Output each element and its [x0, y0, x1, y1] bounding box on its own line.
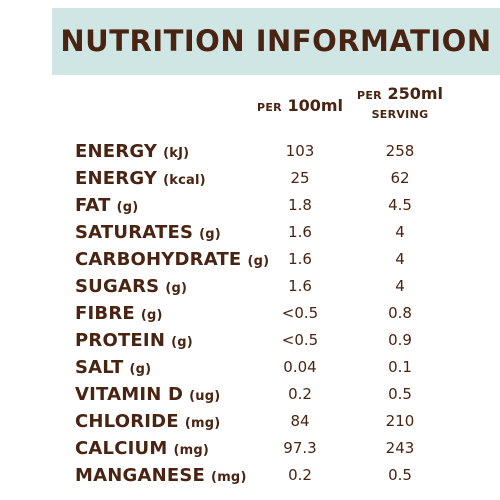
column-amount: 100ml	[287, 96, 344, 115]
nutrient-name: SATURATES	[75, 222, 194, 243]
nutrient-name: SUGARS	[75, 276, 160, 297]
value-per-serving: 4	[395, 250, 405, 268]
value-per-100ml: 1.8	[288, 196, 312, 214]
nutrient-row: VITAMIN D (ug) 0.2 0.5	[0, 381, 500, 408]
value-per-serving: 210	[385, 412, 415, 430]
nutrient-name: FAT	[75, 195, 111, 216]
nutrient-row: CHLORIDE (mg) 84 210	[0, 408, 500, 435]
nutrient-label: CARBOHYDRATE (g)	[75, 246, 269, 275]
nutrient-name: VITAMIN D	[75, 384, 184, 405]
nutrient-unit: (g)	[171, 335, 193, 350]
title-band	[52, 8, 500, 75]
value-per-100ml: 0.2	[288, 466, 312, 484]
nutrient-row: FAT (g) 1.8 4.5	[0, 192, 500, 219]
value-per-serving: 0.5	[388, 385, 412, 403]
nutrition-table: ENERGY (kJ) 103 258 ENERGY (kcal) 25 62 FAT (g) 1.…	[0, 138, 500, 489]
nutrient-name: PROTEIN	[75, 330, 166, 351]
nutrient-name: SALT	[75, 357, 124, 378]
nutrient-unit: (g)	[165, 281, 188, 296]
nutrient-name: CALCIUM	[75, 438, 168, 459]
nutrient-row: ENERGY (kJ) 103 258	[0, 138, 500, 165]
nutrient-label: FAT (g)	[75, 192, 138, 221]
value-per-100ml: 1.6	[288, 277, 312, 295]
nutrient-name: ENERGY	[75, 141, 158, 162]
value-per-100ml: 1.6	[288, 223, 312, 241]
nutrient-unit: (g)	[247, 254, 270, 269]
nutrient-unit: (kJ)	[163, 146, 190, 161]
value-per-serving: 0.5	[388, 466, 412, 484]
nutrient-unit: (g)	[140, 308, 163, 323]
nutrient-unit: (g)	[129, 362, 152, 377]
nutrient-label: CALCIUM (mg)	[75, 435, 209, 464]
nutrient-row: CALCIUM (mg) 97.3 243	[0, 435, 500, 462]
column-amount: 250ml	[387, 84, 444, 103]
nutrient-row: SUGARS (g) 1.6 4	[0, 273, 500, 300]
column-prefix: PER	[256, 101, 282, 114]
nutrient-unit: (g)	[116, 200, 139, 215]
value-per-serving: 4.5	[388, 196, 412, 214]
nutrient-label: CHLORIDE (mg)	[75, 408, 220, 437]
nutrient-row: ENERGY (kcal) 25 62	[0, 165, 500, 192]
column-serving-label: SERVING	[371, 108, 429, 121]
value-per-100ml: 103	[285, 142, 315, 160]
value-per-100ml: 1.6	[288, 250, 312, 268]
nutrient-label: FIBRE (g)	[75, 300, 163, 329]
page-title: NUTRITION INFORMATION	[60, 24, 492, 58]
value-per-100ml: 0.04	[283, 358, 317, 376]
value-per-serving: 4	[395, 223, 405, 241]
nutrient-unit: (mg)	[211, 470, 247, 485]
nutrient-name: FIBRE	[75, 303, 135, 324]
nutrient-row: PROTEIN (g) <0.5 0.9	[0, 327, 500, 354]
nutrient-name: CHLORIDE	[75, 411, 179, 432]
value-per-serving: 62	[390, 169, 410, 187]
column-prefix: PER	[356, 89, 382, 102]
value-per-serving: 243	[385, 439, 415, 457]
nutrient-unit: (g)	[199, 227, 221, 242]
nutrient-unit: (ug)	[189, 389, 221, 404]
nutrient-unit: (kcal)	[163, 173, 206, 188]
value-per-100ml: 0.2	[288, 385, 312, 403]
value-per-100ml: 84	[290, 412, 310, 430]
nutrient-name: CARBOHYDRATE	[75, 249, 242, 270]
value-per-serving: 0.1	[388, 358, 412, 376]
nutrient-label: ENERGY (kcal)	[75, 165, 206, 194]
value-per-100ml: <0.5	[281, 331, 319, 349]
nutrient-label: PROTEIN (g)	[75, 327, 193, 356]
nutrient-label: ENERGY (kJ)	[75, 138, 189, 167]
nutrient-label: SATURATES (g)	[75, 219, 221, 248]
value-per-serving: 0.9	[388, 331, 412, 349]
column-header-per-serving: PER 250ml SERVING	[345, 84, 455, 124]
value-per-serving: 4	[395, 277, 405, 295]
nutrient-unit: (mg)	[173, 443, 209, 458]
column-header-per-100ml: PER 100ml	[240, 96, 360, 115]
nutrient-row: SALT (g) 0.04 0.1	[0, 354, 500, 381]
nutrient-label: VITAMIN D (ug)	[75, 381, 220, 410]
nutrient-row: CARBOHYDRATE (g) 1.6 4	[0, 246, 500, 273]
nutrient-name: ENERGY	[75, 168, 158, 189]
value-per-serving: 0.8	[388, 304, 412, 322]
nutrient-row: SATURATES (g) 1.6 4	[0, 219, 500, 246]
nutrient-label: SUGARS (g)	[75, 273, 187, 302]
value-per-100ml: <0.5	[281, 304, 319, 322]
value-per-100ml: 97.3	[283, 439, 317, 457]
nutrient-row: MANGANESE (mg) 0.2 0.5	[0, 462, 500, 489]
nutrient-row: FIBRE (g) <0.5 0.8	[0, 300, 500, 327]
nutrient-unit: (mg)	[184, 416, 221, 431]
value-per-100ml: 25	[290, 169, 310, 187]
nutrient-label: SALT (g)	[75, 354, 151, 383]
nutrient-name: MANGANESE	[75, 465, 206, 486]
nutrient-label: MANGANESE (mg)	[75, 462, 247, 491]
value-per-serving: 258	[385, 142, 415, 160]
